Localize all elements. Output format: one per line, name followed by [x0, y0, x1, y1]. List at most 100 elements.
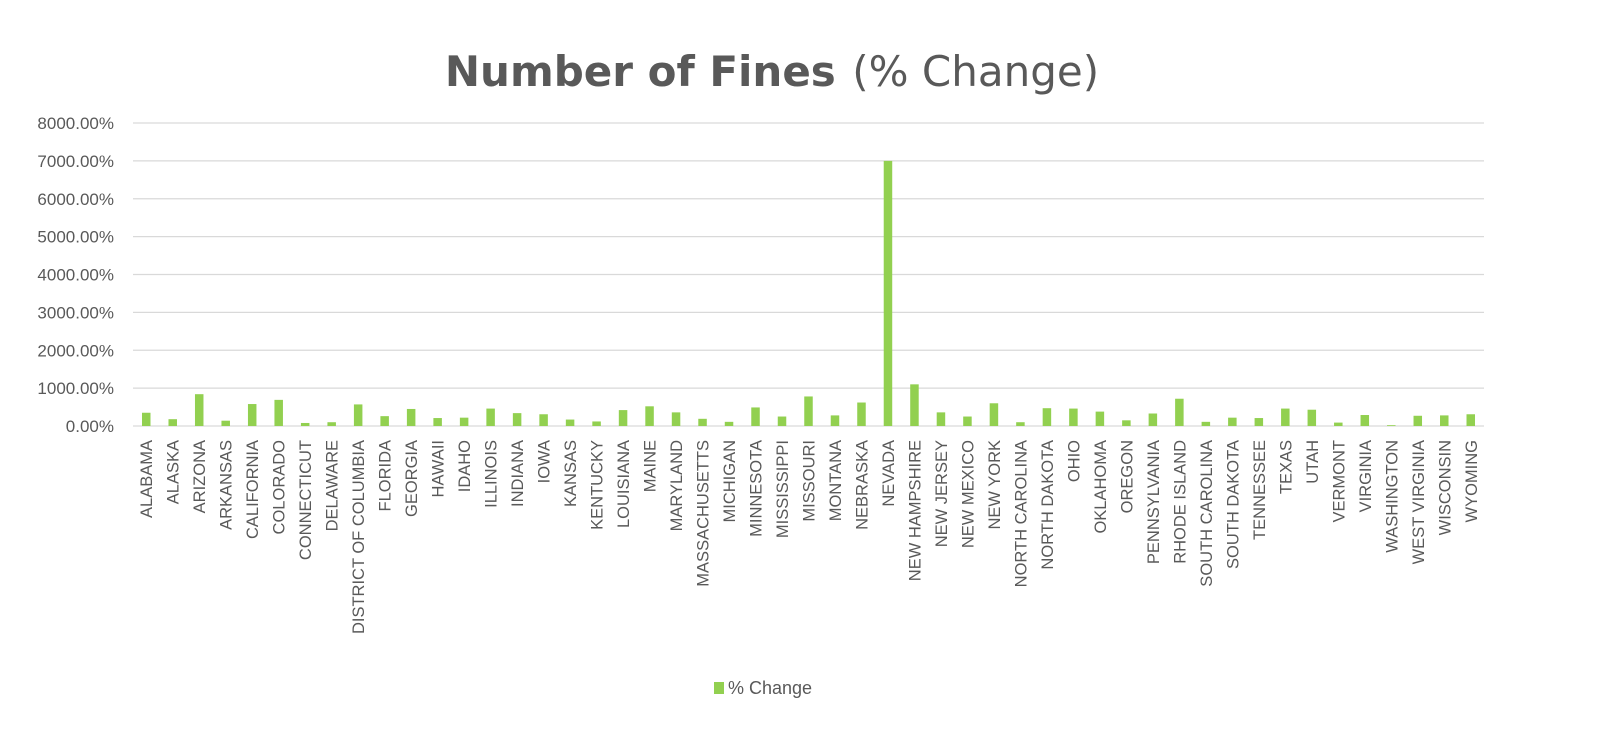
bar	[1201, 421, 1211, 426]
bar	[857, 402, 866, 426]
x-tick-label: PENNSYLVANIA	[1145, 440, 1163, 564]
x-tick-label: KANSAS	[562, 440, 580, 507]
x-tick-label: VIRGINIA	[1357, 440, 1375, 512]
x-tick-label: ARKANSAS	[218, 440, 236, 530]
bar	[1360, 415, 1370, 426]
bar	[777, 416, 787, 426]
x-tick-label: NORTH DAKOTA	[1039, 440, 1057, 570]
bar	[698, 418, 707, 426]
x-tick-label: COLORADO	[271, 440, 289, 535]
legend-swatch	[714, 682, 724, 694]
x-tick-label: ARIZONA	[191, 440, 209, 513]
bar	[1095, 411, 1105, 426]
bar	[883, 160, 893, 426]
bar	[1466, 414, 1476, 426]
x-tick-label: IOWA	[536, 440, 554, 483]
bar	[274, 399, 283, 426]
x-tick-label: DISTRICT OF COLUMBIA	[350, 440, 368, 634]
x-tick-label: HAWAII	[430, 440, 448, 497]
chart-title-main: Number of Fines	[445, 47, 836, 96]
bar	[671, 412, 681, 426]
x-tick-label: ALABAMA	[138, 440, 156, 518]
bar	[592, 421, 601, 426]
x-tick-label: DELAWARE	[324, 440, 342, 531]
x-tick-label: NORTH CAROLINA	[1012, 440, 1030, 587]
y-tick-label: 6000.00%	[37, 190, 114, 209]
bar	[1440, 415, 1449, 426]
bar	[1122, 420, 1131, 426]
bar	[751, 407, 760, 426]
x-tick-label: ILLINOIS	[483, 440, 501, 508]
bar	[1254, 418, 1264, 426]
x-tick-label: TEXAS	[1277, 440, 1295, 494]
x-tick-label: MASSACHUSETTS	[695, 440, 713, 587]
bar	[1175, 398, 1184, 426]
x-tick-label: LOUISIANA	[615, 440, 633, 528]
bar	[645, 406, 654, 426]
bar	[380, 416, 389, 426]
bar	[1413, 415, 1423, 426]
y-axis-ticks: 0.00% 1000.00% 2000.00% 3000.00% 4000.00% 500…	[37, 114, 114, 436]
x-tick-label: ALASKA	[165, 440, 183, 504]
y-tick-label: 0.00%	[66, 417, 114, 436]
bar	[512, 413, 522, 426]
x-tick-label: CONNECTICUT	[297, 440, 315, 560]
bar	[1042, 408, 1052, 426]
bar	[1069, 408, 1078, 426]
bar	[459, 417, 469, 426]
y-tick-label: 4000.00%	[37, 266, 114, 285]
x-tick-label: NEW HAMPSHIRE	[906, 440, 924, 581]
bar	[539, 414, 548, 426]
chart-title: Number of Fines (% Change)	[445, 47, 1099, 96]
bar	[247, 404, 257, 426]
bar	[194, 394, 204, 426]
y-tick-label: 5000.00%	[37, 228, 114, 247]
bar	[618, 410, 628, 426]
x-tick-label: TENNESSEE	[1251, 440, 1269, 540]
x-tick-label: CALIFORNIA	[244, 440, 262, 539]
bar	[1228, 417, 1237, 426]
y-tick-label: 3000.00%	[37, 303, 114, 322]
bar	[830, 415, 840, 426]
y-tick-label: 7000.00%	[37, 152, 114, 171]
bars	[141, 160, 1476, 426]
bar	[1016, 422, 1025, 426]
bar	[1148, 413, 1158, 426]
x-axis-ticks: ALABAMA ALASKA ARIZONA ARKANSAS CALIFORNIA CO…	[138, 440, 1481, 634]
bar	[221, 420, 230, 426]
x-tick-label: MICHIGAN	[721, 440, 739, 523]
bar	[353, 404, 363, 426]
x-tick-label: WISCONSIN	[1436, 440, 1454, 535]
bar	[300, 422, 310, 426]
bar	[1334, 422, 1343, 426]
x-tick-label: OREGON	[1118, 440, 1136, 513]
bar	[1281, 408, 1290, 426]
y-tick-label: 1000.00%	[37, 379, 114, 398]
x-tick-label: IDAHO	[456, 440, 474, 492]
bar	[168, 419, 177, 426]
x-tick-label: MAINE	[642, 440, 660, 492]
x-tick-label: NEW YORK	[986, 440, 1004, 530]
x-tick-label: WEST VIRGINIA	[1410, 440, 1428, 564]
bar	[327, 422, 336, 426]
grid-lines	[133, 122, 1484, 427]
x-tick-label: MISSOURI	[801, 440, 819, 522]
bar	[486, 408, 495, 426]
x-tick-label: WYOMING	[1463, 440, 1481, 523]
x-tick-label: INDIANA	[509, 440, 527, 507]
x-tick-label: VERMONT	[1330, 440, 1348, 523]
x-tick-label: NEW MEXICO	[959, 440, 977, 548]
bar	[1387, 425, 1396, 426]
y-tick-label: 8000.00%	[37, 114, 114, 133]
x-tick-label: MISSISSIPPI	[774, 440, 792, 538]
bar	[910, 384, 919, 426]
x-tick-label: OKLAHOMA	[1092, 440, 1110, 534]
x-tick-label: GEORGIA	[403, 440, 421, 517]
bar	[406, 408, 416, 426]
x-tick-label: FLORIDA	[377, 440, 395, 512]
chart-title-subtitle: (% Change)	[852, 47, 1099, 96]
x-tick-label: NEW JERSEY	[933, 440, 951, 547]
x-tick-label: NEVADA	[880, 440, 898, 507]
